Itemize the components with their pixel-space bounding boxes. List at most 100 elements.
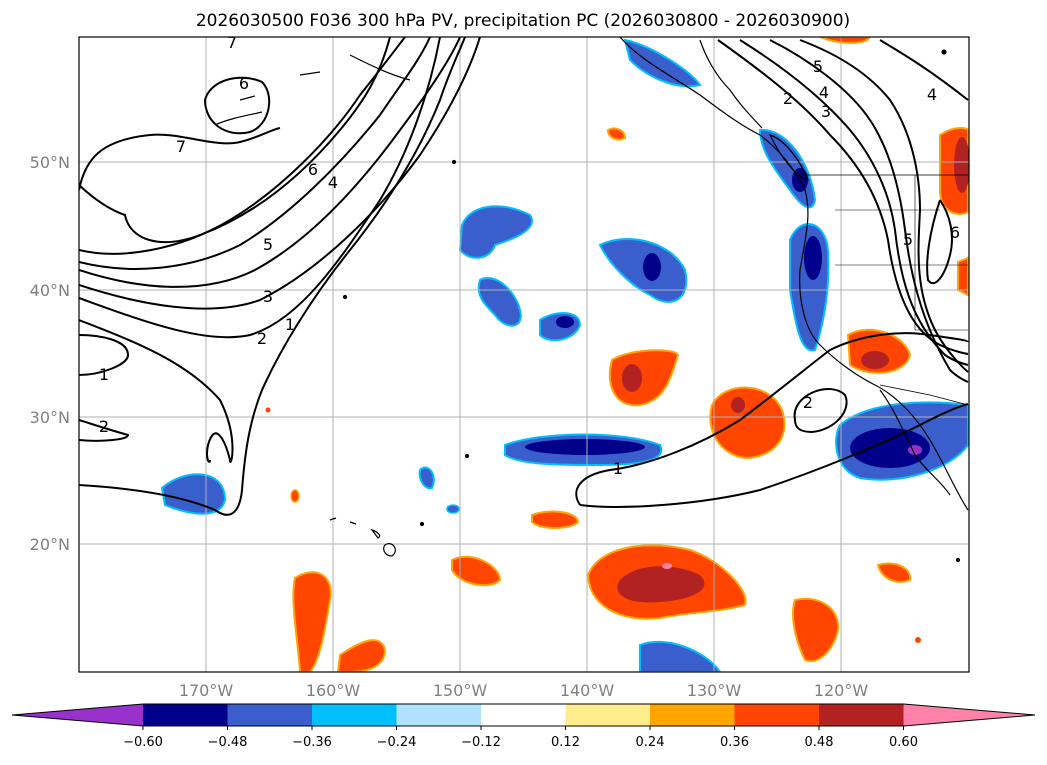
colorbar-tick-label: 0.12	[551, 735, 580, 750]
pv-label: 4	[927, 85, 937, 104]
colorbar-tick-label: 0.60	[889, 735, 918, 750]
pv-contour-east-3	[739, 39, 969, 366]
pv-contour-east-6	[926, 199, 953, 285]
precip-blob-pos	[792, 597, 840, 663]
precip-positive-areas	[265, 37, 969, 672]
lat-axis-labels: 50°N 40°N 30°N 20°N	[30, 153, 70, 554]
colorbar-segment	[734, 704, 820, 726]
precip-core-min	[908, 445, 922, 455]
pv-contour-east-1	[575, 332, 969, 506]
precip-blob-pos	[915, 637, 921, 643]
precip-blob-pos	[608, 349, 680, 407]
pv-label: 2	[99, 417, 109, 436]
precip-blob-neg	[446, 504, 460, 514]
pv-label: 2	[783, 89, 793, 108]
colorbar-tick-label: −0.36	[292, 735, 332, 750]
alaska-panhandle-coast	[699, 39, 763, 129]
colorbar-segment	[396, 704, 482, 726]
pv-contour-6-closed	[203, 76, 271, 135]
colorbar-extend-max	[903, 704, 1035, 726]
pv-contour-east-4b	[879, 39, 969, 101]
islet	[941, 49, 947, 55]
precip-core-neg	[850, 428, 930, 468]
colorbar: −0.60 −0.48 −0.36 −0.24 −0.12 0.12 0.24 0.36 0.4…	[11, 703, 1036, 750]
lon-label-160w: 160°W	[306, 681, 361, 700]
precip-blob-pos	[876, 562, 912, 583]
pv-label: 2	[803, 393, 813, 412]
us-state-lines	[835, 175, 968, 331]
colorbar-tick-label: −0.12	[461, 735, 501, 750]
lon-label-140w: 140°W	[560, 681, 615, 700]
colorbar-tick-label: −0.24	[377, 735, 417, 750]
colorbar-segment	[565, 704, 651, 726]
pv-contour-6-main	[79, 37, 406, 255]
lat-label-30n: 30°N	[30, 408, 70, 427]
vancouver-island	[768, 133, 809, 181]
pv-label: 1	[613, 459, 623, 478]
lat-label-20n: 20°N	[30, 535, 70, 554]
pv-label: 7	[176, 137, 186, 156]
precip-blob-neg	[418, 466, 435, 490]
precip-core-neg	[804, 236, 822, 280]
precip-core-pos	[617, 566, 705, 603]
hawaiian-islands	[329, 517, 396, 557]
lon-label-150w: 150°W	[433, 681, 488, 700]
colorbar-segment	[143, 704, 228, 726]
map-title: 2026030500 F036 300 hPa PV, precipitatio…	[196, 11, 850, 31]
precip-blob-neg	[623, 38, 702, 88]
colorbar-segment	[227, 704, 313, 726]
colorbar-segment	[819, 704, 904, 726]
islet	[451, 159, 457, 165]
pv-contour-5	[79, 37, 431, 270]
pv-contours	[79, 37, 969, 516]
lat-label-50n: 50°N	[30, 153, 70, 172]
pv-label: 3	[263, 287, 273, 306]
lon-label-130w: 130°W	[687, 681, 742, 700]
precip-core-pos	[861, 351, 889, 369]
pv-label: 4	[819, 83, 829, 102]
islet	[464, 453, 470, 459]
coastlines	[214, 37, 969, 563]
pv-contour-2-east	[793, 388, 848, 434]
pv-label: 6	[308, 160, 318, 179]
lon-label-170w: 170°W	[179, 681, 234, 700]
pv-contour-1-outer	[79, 319, 234, 463]
map-area: 7 6 7 6 4 5 3 2 1 1 2 5 4 3 2 4 5 6 2 1	[79, 33, 969, 672]
north-america-coast	[619, 37, 969, 511]
us-mexico-border	[879, 384, 969, 406]
pv-contour-labels: 7 6 7 6 4 5 3 2 1 1 2 5 4 3 2 4 5 6 2 1	[99, 33, 960, 478]
precip-negative-areas	[160, 38, 969, 672]
colorbar-segment	[312, 704, 397, 726]
pv-contour-1-west-small	[79, 334, 130, 376]
precip-blob-pos	[957, 256, 969, 297]
aleutian-islands	[214, 54, 411, 126]
pv-label: 4	[328, 173, 338, 192]
pv-contour-east-5	[799, 39, 969, 373]
islet	[342, 294, 348, 300]
pv-contour-7-west	[79, 127, 281, 191]
lon-label-120w: 120°W	[814, 681, 869, 700]
pv-contour-east-4	[769, 39, 969, 383]
precip-blob-pos	[265, 407, 271, 413]
baja-california	[879, 389, 951, 496]
islet	[419, 521, 425, 527]
precip-core-neg	[525, 439, 645, 455]
pv-label: 1	[99, 365, 109, 384]
pv-contour-east-2	[717, 39, 969, 355]
precip-core-neg	[556, 316, 574, 328]
precip-blob-pos	[290, 489, 300, 503]
colorbar-tick-label: 0.48	[805, 735, 834, 750]
pv-contour-2-outer	[79, 37, 441, 339]
pv-label: 7	[227, 33, 237, 52]
pv-label: 6	[950, 223, 960, 242]
pv-contour-4	[79, 37, 461, 288]
pv-label: 3	[821, 102, 831, 121]
precip-blob-neg	[598, 238, 688, 303]
colorbar-tick-label: 0.24	[636, 735, 665, 750]
colorbar-tick-label: −0.60	[123, 735, 163, 750]
lat-label-40n: 40°N	[30, 281, 70, 300]
lon-axis-labels: 170°W 160°W 150°W 140°W 130°W 120°W	[179, 681, 869, 700]
precip-core-max	[662, 563, 672, 569]
pv-label: 1	[285, 315, 295, 334]
